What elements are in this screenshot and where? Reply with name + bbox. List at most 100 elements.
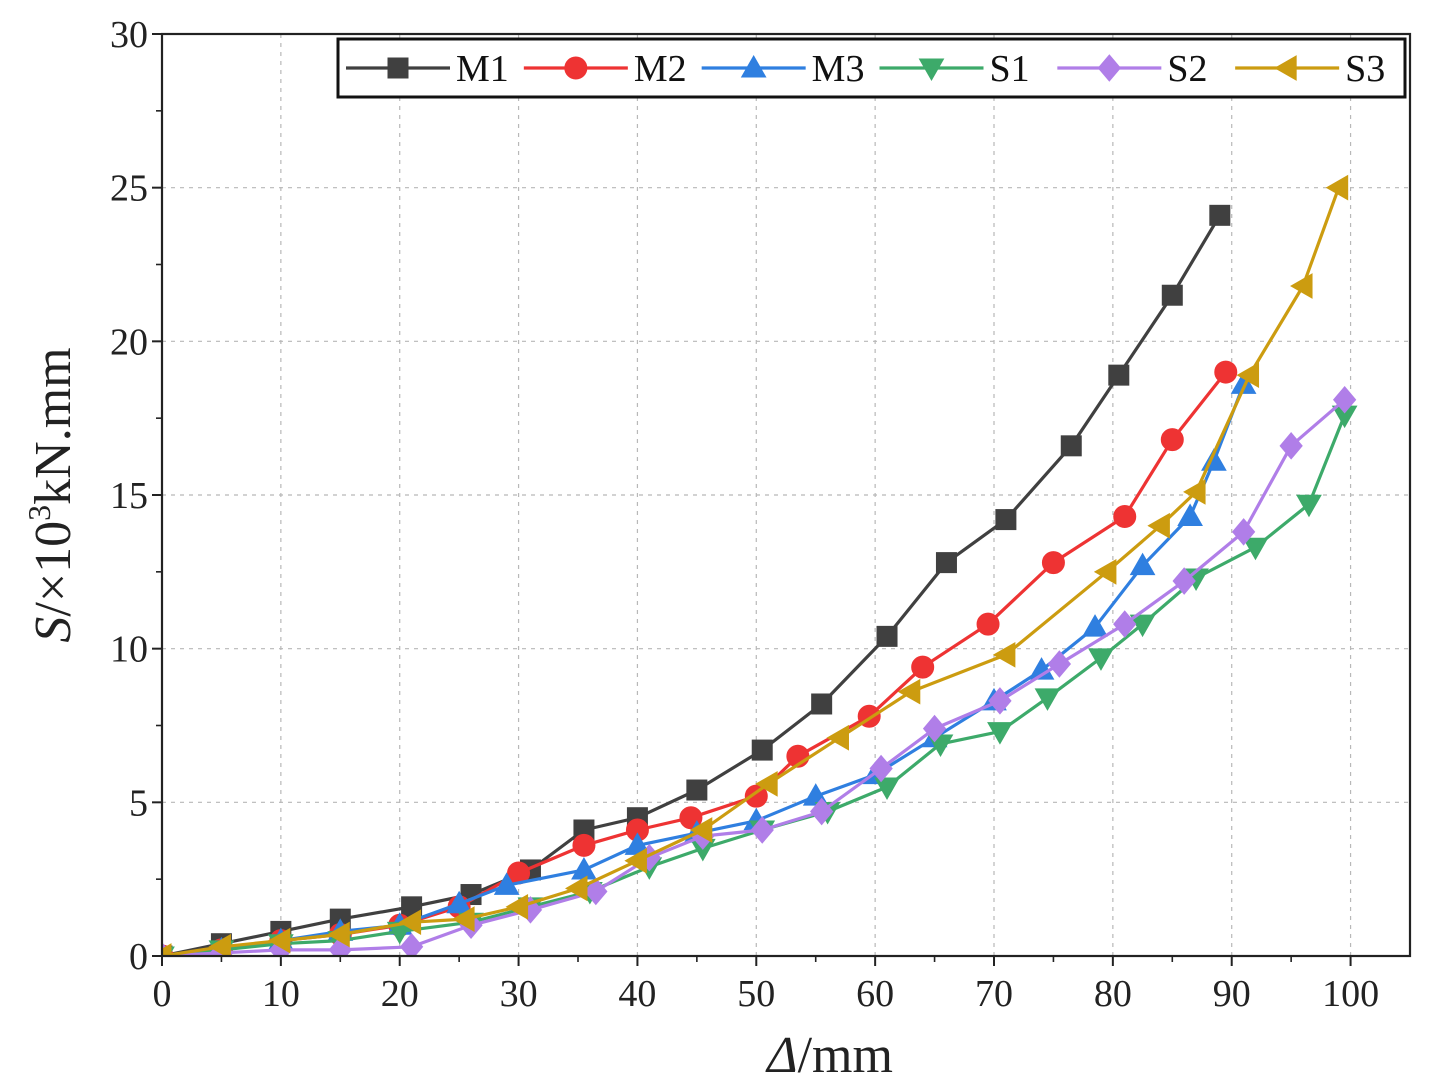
data-point-s1-15 xyxy=(1034,688,1061,711)
data-point-m2-17 xyxy=(1160,428,1184,452)
legend-item-s1: S1 xyxy=(879,48,1030,90)
x-axis-title: Δ/mm xyxy=(765,1027,893,1084)
data-point-m1-11 xyxy=(811,693,833,715)
x-tick-label-100: 100 xyxy=(1322,973,1379,1015)
data-point-s2-4 xyxy=(399,933,424,956)
data-point-s3-1 xyxy=(208,933,231,956)
grid xyxy=(162,34,1410,956)
data-point-s2-15 xyxy=(1047,650,1072,678)
data-point-s1-12 xyxy=(874,777,900,800)
y-tick-label-0: 0 xyxy=(129,936,148,978)
data-point-m2-13 xyxy=(911,655,935,679)
data-point-s3-14 xyxy=(1093,558,1117,585)
data-point-s2-19 xyxy=(1279,432,1303,460)
x-tick-label-40: 40 xyxy=(618,973,656,1015)
data-point-s2-18 xyxy=(1231,518,1256,546)
data-point-s1-19 xyxy=(1242,537,1269,561)
legend-marker-m3 xyxy=(740,54,767,78)
x-tick-label-30: 30 xyxy=(500,973,538,1015)
data-point-s3-18 xyxy=(1290,273,1313,299)
data-point-s3-2 xyxy=(267,927,291,954)
data-point-s3-16 xyxy=(1183,479,1206,505)
data-point-m3-20 xyxy=(1230,371,1257,394)
data-point-m3-6 xyxy=(493,872,520,895)
data-point-m3-16 xyxy=(1082,614,1108,637)
data-point-m1-16 xyxy=(1108,364,1130,386)
data-point-m1-18 xyxy=(1209,204,1231,226)
y-tick-label-15: 15 xyxy=(110,475,148,517)
data-point-s1-17 xyxy=(1129,614,1156,638)
legend-item-s3: S3 xyxy=(1235,48,1385,90)
data-point-m1-15 xyxy=(1060,435,1082,457)
data-point-m1-10 xyxy=(751,739,773,761)
y-axis-symbol: S xyxy=(25,617,82,643)
data-point-m1-13 xyxy=(935,552,957,574)
x-tick-label-90: 90 xyxy=(1213,973,1251,1015)
data-point-s2-7 xyxy=(584,877,608,906)
legend-box xyxy=(336,37,1407,99)
y-axis-title: S/×103kN.mm xyxy=(21,347,82,642)
data-point-m1-17 xyxy=(1161,284,1183,306)
legend-marker-m1 xyxy=(387,57,409,79)
legend-marker-m2 xyxy=(564,56,588,80)
data-point-s3-10 xyxy=(755,771,778,797)
data-point-s2-12 xyxy=(869,754,893,783)
x-tick-label-20: 20 xyxy=(381,973,419,1015)
data-point-s3-4 xyxy=(398,909,422,936)
data-point-m1-14 xyxy=(995,509,1017,531)
x-tick-label-50: 50 xyxy=(737,973,775,1015)
data-point-s3-6 xyxy=(505,893,529,920)
x-tick-label-0: 0 xyxy=(153,973,172,1015)
data-point-s3-3 xyxy=(327,921,350,948)
x-axis-unit: /mm xyxy=(798,1027,893,1084)
legend-marker-s2 xyxy=(1097,54,1121,82)
y-tick-label-25: 25 xyxy=(110,168,148,210)
data-point-m2-7 xyxy=(572,833,596,857)
data-point-s3-19 xyxy=(1325,174,1349,201)
data-point-m3-17 xyxy=(1129,552,1156,576)
legend-label-s1: S1 xyxy=(990,48,1030,90)
data-point-s3-5 xyxy=(452,906,475,932)
data-point-s2-20 xyxy=(1332,385,1357,414)
legend: M1 M2 M3 S1 S2 S3 xyxy=(336,37,1407,99)
data-point-s2-17 xyxy=(1172,567,1196,595)
y-tick-label-5: 5 xyxy=(129,782,148,824)
data-point-s2-14 xyxy=(988,687,1012,715)
legend-item-s2: S2 xyxy=(1057,48,1207,90)
data-point-s1-16 xyxy=(1088,648,1114,671)
data-point-s3-17 xyxy=(1236,362,1260,389)
legend-label-s2: S2 xyxy=(1167,48,1207,90)
data-point-m2-10 xyxy=(744,784,768,808)
data-point-m3-18 xyxy=(1177,503,1203,527)
y-axis-unit: kN.mm xyxy=(25,347,82,504)
data-point-s2-11 xyxy=(810,797,834,826)
x-tick-label-80: 80 xyxy=(1094,973,1132,1015)
data-point-s3-8 xyxy=(624,847,647,874)
data-point-s1-20 xyxy=(1296,494,1322,518)
data-point-m2-14 xyxy=(976,612,1000,636)
legend-marker-s1 xyxy=(918,58,945,82)
legend-item-m1: M1 xyxy=(346,48,509,90)
data-point-m1-9 xyxy=(686,779,708,801)
data-point-s3-9 xyxy=(689,817,713,843)
series-s3 xyxy=(162,174,1349,956)
data-point-s3-0 xyxy=(162,943,172,956)
legend-label-m2: M2 xyxy=(634,48,687,90)
y-tick-label-30: 30 xyxy=(110,14,148,56)
data-point-s2-16 xyxy=(1113,610,1137,638)
data-point-m2-18 xyxy=(1214,360,1238,384)
y-tick-label-20: 20 xyxy=(110,321,148,363)
data-point-s3-13 xyxy=(992,641,1016,668)
y-axis-exponent: 3 xyxy=(21,505,57,521)
x-axis-symbol: Δ xyxy=(765,1027,798,1084)
data-point-s3-7 xyxy=(564,875,588,902)
axis-titles: Δ/mm S/×103kN.mm xyxy=(21,347,893,1084)
data-point-s3-11 xyxy=(826,724,849,751)
series-layer xyxy=(162,174,1358,956)
data-point-s3-15 xyxy=(1147,512,1170,539)
data-point-s1-14 xyxy=(987,722,1013,745)
legend-item-m2: M2 xyxy=(523,48,687,90)
